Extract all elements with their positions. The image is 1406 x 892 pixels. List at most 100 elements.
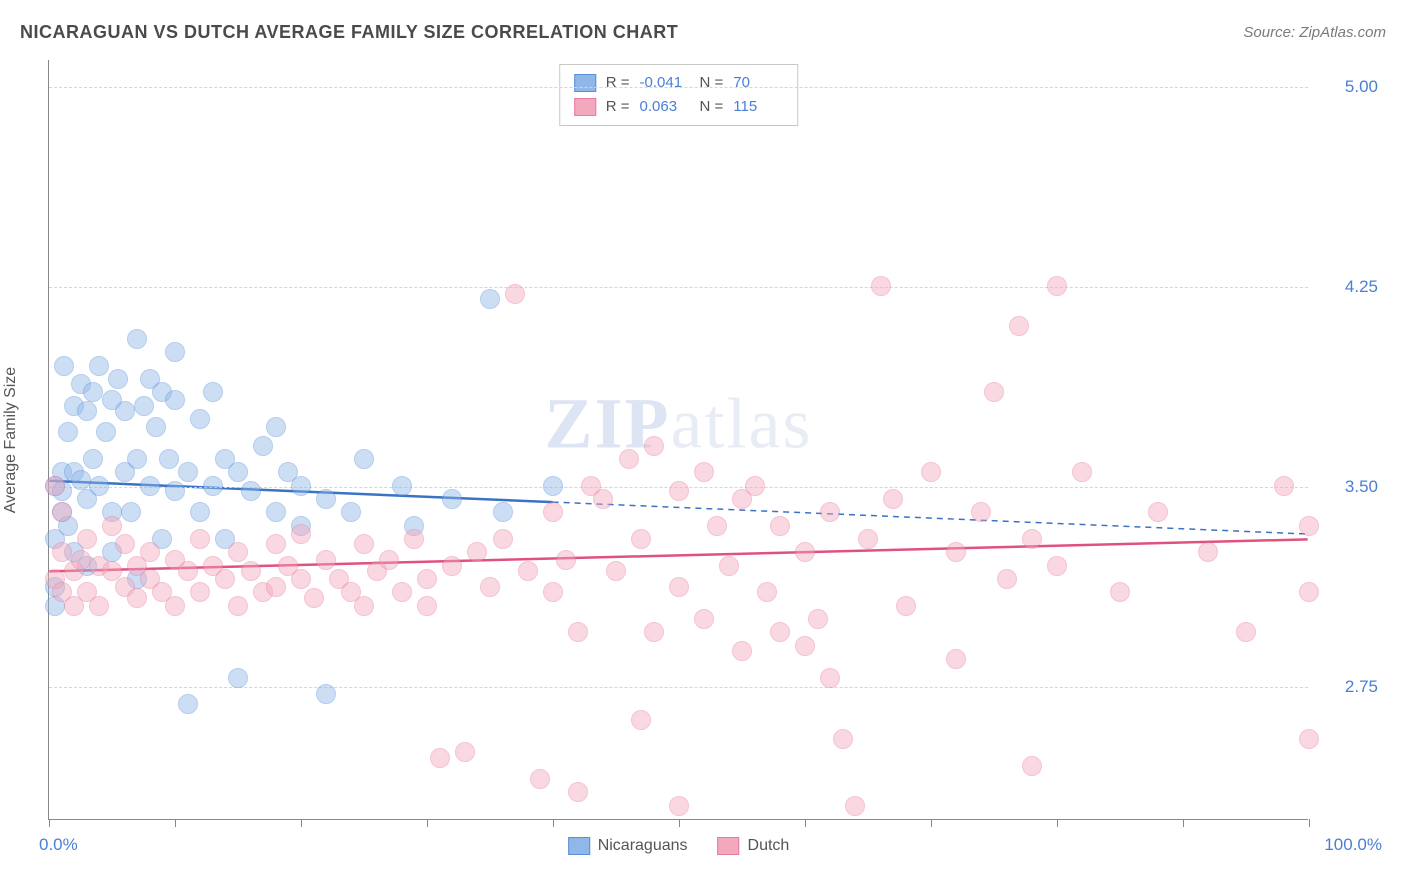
scatter-point	[178, 462, 198, 482]
scatter-point	[795, 636, 815, 656]
scatter-point	[971, 502, 991, 522]
scatter-point	[108, 369, 128, 389]
scatter-point	[694, 462, 714, 482]
scatter-point	[379, 550, 399, 570]
scatter-point	[190, 582, 210, 602]
scatter-point	[745, 476, 765, 496]
scatter-point	[392, 476, 412, 496]
scatter-point	[757, 582, 777, 602]
scatter-point	[493, 529, 513, 549]
scatter-point	[316, 550, 336, 570]
scatter-point	[1022, 756, 1042, 776]
scatter-point	[883, 489, 903, 509]
stat-legend-row: R = -0.041 N = 70	[574, 71, 784, 95]
scatter-point	[493, 502, 513, 522]
scatter-point	[631, 710, 651, 730]
scatter-point	[146, 417, 166, 437]
scatter-point	[921, 462, 941, 482]
scatter-point	[96, 422, 116, 442]
scatter-point	[228, 596, 248, 616]
scatter-point	[442, 489, 462, 509]
x-tick	[427, 819, 428, 827]
legend-item: Nicaraguans	[568, 837, 688, 855]
legend-label: Dutch	[748, 837, 790, 855]
scatter-point	[455, 742, 475, 762]
scatter-point	[631, 529, 651, 549]
scatter-point	[404, 529, 424, 549]
scatter-point	[1274, 476, 1294, 496]
scatter-point	[115, 401, 135, 421]
stat-legend: R = -0.041 N = 70 R = 0.063 N = 115	[559, 64, 799, 126]
legend-swatch	[568, 837, 590, 855]
stat-r-value: 0.063	[640, 95, 690, 119]
scatter-point	[140, 542, 160, 562]
x-tick	[931, 819, 932, 827]
x-tick	[679, 819, 680, 827]
scatter-point	[568, 782, 588, 802]
scatter-point	[505, 284, 525, 304]
scatter-point	[669, 481, 689, 501]
stat-n-label: N =	[700, 95, 724, 119]
scatter-point	[215, 569, 235, 589]
scatter-point	[134, 396, 154, 416]
stat-r-label: R =	[606, 71, 630, 95]
scatter-point	[190, 502, 210, 522]
scatter-point	[1299, 582, 1319, 602]
stat-r-label: R =	[606, 95, 630, 119]
scatter-point	[417, 569, 437, 589]
chart-title: NICARAGUAN VS DUTCH AVERAGE FAMILY SIZE …	[20, 22, 678, 43]
scatter-point	[266, 417, 286, 437]
y-axis-title: Average Family Size	[2, 366, 20, 512]
scatter-point	[543, 476, 563, 496]
x-tick	[301, 819, 302, 827]
scatter-point	[115, 534, 135, 554]
scatter-point	[241, 481, 261, 501]
scatter-point	[102, 516, 122, 536]
scatter-point	[1022, 529, 1042, 549]
scatter-point	[253, 436, 273, 456]
x-tick	[49, 819, 50, 827]
scatter-point	[266, 577, 286, 597]
scatter-point	[71, 470, 91, 490]
scatter-point	[480, 577, 500, 597]
scatter-point	[140, 476, 160, 496]
plot-area: Average Family Size ZIPatlas R = -0.041 …	[48, 60, 1308, 820]
chart-source: Source: ZipAtlas.com	[1243, 24, 1386, 41]
scatter-point	[845, 796, 865, 816]
scatter-point	[770, 622, 790, 642]
scatter-point	[644, 622, 664, 642]
scatter-point	[568, 622, 588, 642]
stat-legend-row: R = 0.063 N = 115	[574, 95, 784, 119]
trend-line-dashed	[553, 502, 1308, 534]
stat-r-value: -0.041	[640, 71, 690, 95]
scatter-point	[946, 649, 966, 669]
scatter-point	[203, 476, 223, 496]
scatter-point	[820, 668, 840, 688]
scatter-point	[644, 436, 664, 456]
scatter-point	[1236, 622, 1256, 642]
x-tick	[1057, 819, 1058, 827]
scatter-point	[1198, 542, 1218, 562]
scatter-point	[1072, 462, 1092, 482]
bottom-legend: Nicaraguans Dutch	[568, 837, 790, 855]
scatter-point	[354, 534, 374, 554]
x-tick	[1183, 819, 1184, 827]
scatter-point	[530, 769, 550, 789]
scatter-point	[467, 542, 487, 562]
scatter-point	[127, 449, 147, 469]
scatter-point	[669, 796, 689, 816]
legend-label: Nicaraguans	[598, 837, 688, 855]
scatter-point	[89, 596, 109, 616]
scatter-point	[203, 382, 223, 402]
scatter-point	[354, 449, 374, 469]
scatter-point	[871, 276, 891, 296]
scatter-point	[58, 422, 78, 442]
gridline	[49, 87, 1308, 88]
scatter-point	[1047, 276, 1067, 296]
scatter-point	[165, 481, 185, 501]
x-axis-min-label: 0.0%	[39, 835, 78, 855]
scatter-point	[946, 542, 966, 562]
scatter-point	[354, 596, 374, 616]
scatter-point	[518, 561, 538, 581]
x-axis-max-label: 100.0%	[1324, 835, 1382, 855]
